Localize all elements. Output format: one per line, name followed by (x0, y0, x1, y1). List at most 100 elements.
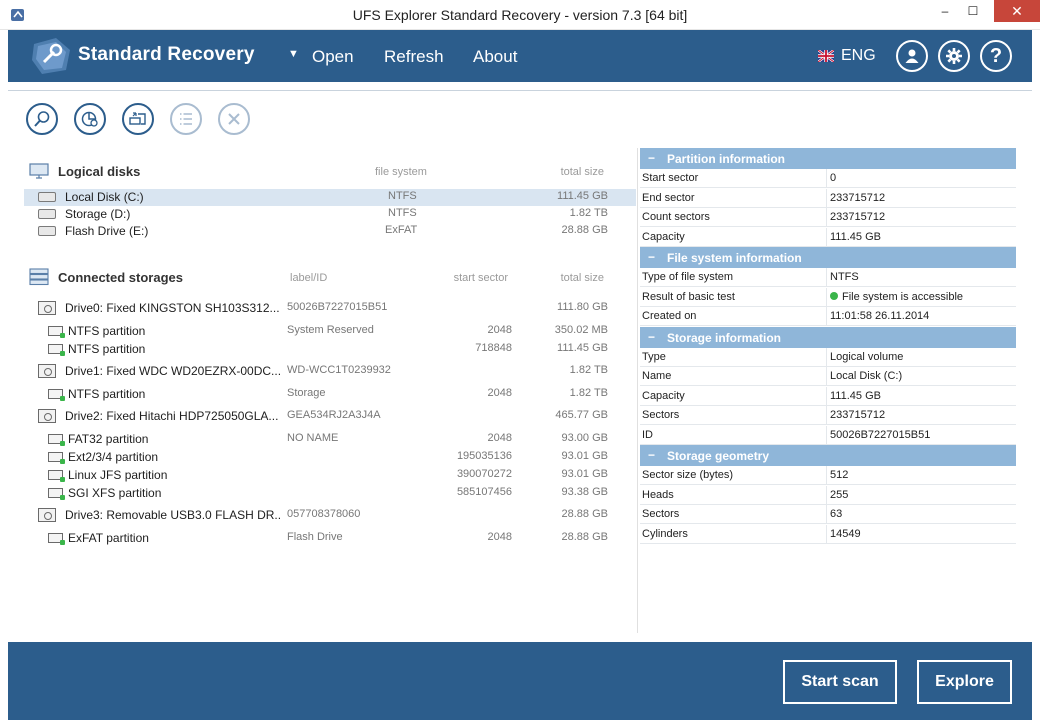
partition-icon (48, 326, 65, 338)
info-value: 111.45 GB (830, 231, 881, 243)
partition-row[interactable]: FAT32 partition NO NAME 2048 93.00 GB (24, 431, 636, 448)
storage-name: NTFS partition (68, 324, 146, 338)
storage-label: Flash Drive (287, 531, 343, 543)
storage-size: 465.77 GB (555, 409, 608, 421)
storage-start-sector: 2048 (487, 531, 512, 543)
column-separator (826, 466, 827, 485)
info-value: 0 (830, 172, 836, 184)
partition-row[interactable]: Linux JFS partition 390070272 93.01 GB (24, 467, 636, 484)
column-total-size: total size (560, 166, 604, 178)
info-value: NTFS (830, 271, 859, 283)
drive-row[interactable]: Drive1: Fixed WDC WD20EZRX-00DC... WD-WCC… (24, 363, 636, 380)
settings-button[interactable] (938, 40, 970, 72)
column-separator (826, 227, 827, 247)
maximize-button[interactable]: ☐ (967, 4, 979, 18)
column-separator (826, 524, 827, 544)
collapse-icon[interactable]: − (648, 250, 656, 264)
partition-row[interactable]: NTFS partition 718848 111.45 GB (24, 341, 636, 358)
pie-chart-icon (81, 111, 98, 127)
partition-row[interactable]: Ext2/3/4 partition 195035136 93.01 GB (24, 449, 636, 466)
list-tool-button[interactable] (170, 103, 202, 135)
partition-row[interactable]: NTFS partition Storage 2048 1.82 TB (24, 386, 636, 403)
storage-start-sector: 2048 (487, 387, 512, 399)
close-button[interactable]: ✕ (994, 0, 1040, 22)
language-selector[interactable]: ENG (841, 47, 876, 64)
column-start-sector: start sector (453, 272, 508, 284)
section-header-filesystem[interactable]: − File system information (640, 247, 1016, 268)
image-tool-button[interactable] (122, 103, 154, 135)
storage-start-sector: 2048 (487, 324, 512, 336)
drive-row[interactable]: Drive2: Fixed Hitachi HDP725050GLA... GEA… (24, 408, 636, 425)
storage-size: 93.01 GB (561, 450, 608, 462)
collapse-icon[interactable]: − (648, 329, 656, 344)
info-value: 11:01:58 26.11.2014 (830, 310, 929, 322)
explore-button[interactable]: Explore (917, 660, 1012, 704)
logical-disk-row[interactable]: Local Disk (C:) NTFS 111.45 GB (24, 189, 636, 206)
partition-tool-button[interactable] (74, 103, 106, 135)
info-key: Sector size (bytes) (642, 469, 734, 481)
magnifier-icon (34, 111, 50, 127)
disk-name: Local Disk (C:) (65, 190, 144, 204)
logical-disk-row[interactable]: Storage (D:) NTFS 1.82 TB (24, 206, 636, 223)
storage-name: Drive2: Fixed Hitachi HDP725050GLA... (65, 409, 279, 423)
app-header: Standard Recovery ▼ Open Refresh About E… (8, 30, 1032, 82)
info-row: Result of basic test File system is acces… (640, 287, 1016, 307)
storage-size: 111.80 GB (557, 301, 608, 313)
info-value: 233715712 (830, 192, 885, 204)
partition-icon (48, 533, 65, 545)
info-value-text: 50026B7227015B51 (830, 428, 931, 441)
close-tool-button[interactable] (218, 103, 250, 135)
section-header-geometry[interactable]: − Storage geometry (640, 445, 1016, 466)
partition-row[interactable]: ExFAT partition Flash Drive 2048 28.88 GB (24, 530, 636, 547)
info-value-text: 111.45 GB (830, 230, 881, 243)
column-separator (826, 208, 827, 227)
connected-storages-title: Connected storages (58, 270, 183, 285)
info-value-text: 0 (830, 172, 837, 184)
column-separator (826, 307, 827, 326)
drive-icon (38, 508, 56, 522)
footer-bar: Start scan Explore (8, 642, 1032, 720)
section-header-partition[interactable]: − Partition information (640, 148, 1016, 169)
info-row: Name Local Disk (C:) (640, 367, 1016, 386)
logical-disk-row[interactable]: Flash Drive (E:) ExFAT 28.88 GB (24, 223, 636, 240)
info-key: Name (642, 370, 672, 382)
collapse-icon[interactable]: − (648, 151, 656, 165)
search-tool-button[interactable] (26, 103, 58, 135)
storage-label: 057708378060 (287, 508, 361, 520)
section-header-storage[interactable]: − Storage information (640, 326, 1016, 348)
info-row: End sector 233715712 (640, 188, 1016, 208)
menu-dropdown-icon[interactable]: ▼ (288, 48, 299, 60)
partition-icon (48, 488, 65, 500)
drive-icon (38, 301, 56, 315)
info-key: Type of file system (642, 271, 734, 283)
brand-title: Standard Recovery (78, 44, 255, 65)
info-value-text: File system is accessible (842, 290, 964, 303)
info-row: Start sector 0 (640, 169, 1016, 188)
help-button[interactable]: ? (980, 40, 1012, 72)
start-scan-button[interactable]: Start scan (783, 660, 897, 704)
drive-row[interactable]: Drive3: Removable USB3.0 FLASH DR... 0577… (24, 507, 636, 524)
partition-row[interactable]: SGI XFS partition 585107456 93.38 GB (24, 485, 636, 502)
menu-refresh[interactable]: Refresh (384, 47, 444, 66)
user-button[interactable] (896, 40, 928, 72)
info-key: Count sectors (642, 211, 710, 223)
uk-flag-icon[interactable] (818, 50, 834, 62)
info-value: Logical volume (830, 351, 903, 363)
info-value-text: 233715712 (830, 211, 886, 223)
info-value: File system is accessible (830, 291, 963, 303)
storage-name: FAT32 partition (68, 432, 149, 446)
window-title: UFS Explorer Standard Recovery - version… (352, 7, 688, 23)
info-row: Sectors 63 (640, 505, 1016, 524)
drive-row[interactable]: Drive0: Fixed KINGSTON SH103S312... 50026… (24, 300, 636, 317)
info-key: Capacity (642, 230, 685, 243)
minimize-button[interactable]: – (941, 4, 949, 18)
info-key: Result of basic test (642, 290, 735, 303)
menu-open[interactable]: Open (312, 47, 354, 66)
column-separator (826, 188, 827, 208)
info-key: Created on (642, 310, 697, 322)
storage-size: 28.88 GB (561, 531, 608, 543)
partition-row[interactable]: NTFS partition System Reserved 2048 350.02 … (24, 323, 636, 340)
storage-size: 350.02 MB (554, 324, 608, 336)
collapse-icon[interactable]: − (648, 448, 656, 462)
menu-about[interactable]: About (473, 47, 518, 66)
